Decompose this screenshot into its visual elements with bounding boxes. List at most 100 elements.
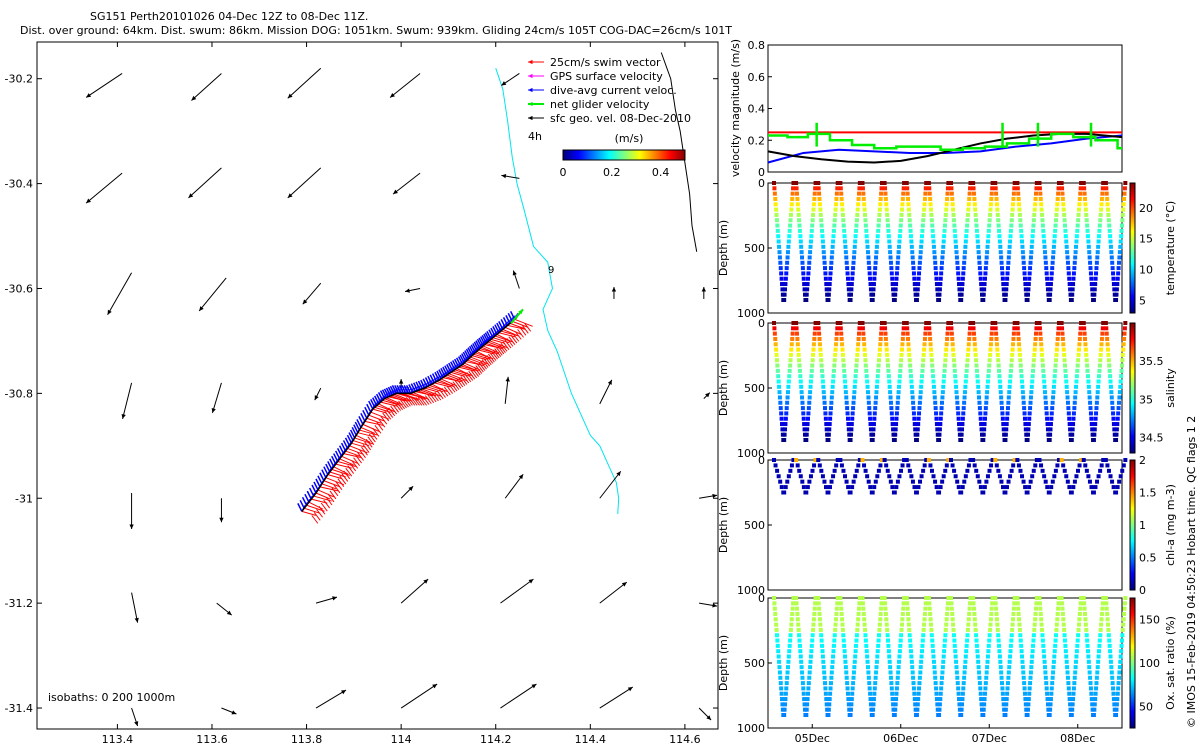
salinity-sample: [1051, 384, 1056, 389]
salinity-colorbar-swatch: [1130, 397, 1135, 399]
salinity-sample: [965, 358, 970, 363]
oxygen-sample: [933, 681, 938, 686]
oxygen-colorbar-swatch: [1130, 696, 1135, 698]
salinity-sample: [1085, 374, 1090, 379]
temperature-sample: [796, 207, 801, 212]
salinity-sample: [794, 321, 799, 325]
salinity-sample: [982, 422, 987, 427]
temperature-sample: [955, 266, 960, 271]
oxygen-sample: [818, 622, 823, 627]
chl-sample: [956, 485, 961, 490]
temperature-sample: [896, 250, 901, 255]
temperature-sample: [988, 212, 993, 217]
swim-vector: [489, 340, 508, 349]
oxygen-sample: [919, 654, 924, 659]
salinity-sample: [861, 331, 866, 336]
oxygen-sample: [990, 601, 995, 606]
oxygen-sample: [785, 675, 790, 680]
oxygen-sample: [802, 697, 807, 702]
salinity-sample: [896, 390, 901, 395]
swim-vector: [317, 489, 335, 498]
oxygen-sample: [926, 596, 931, 600]
salinity-sample: [1034, 326, 1039, 331]
oxygen-sample: [876, 643, 881, 648]
oxygen-sample: [966, 617, 971, 622]
salinity-sample: [851, 406, 856, 411]
salinity-sample: [797, 368, 802, 373]
salinity-sample: [1097, 363, 1102, 368]
oxygen-colorbar-swatch: [1130, 720, 1135, 722]
salinity-colorbar-swatch: [1130, 349, 1135, 351]
oxygen-sample: [906, 622, 911, 627]
temperature-sample: [894, 271, 899, 276]
oxygen-sample: [986, 649, 991, 654]
salinity-sample: [931, 379, 936, 384]
temperature-sample: [865, 250, 870, 255]
oxygen-sample: [1087, 670, 1092, 675]
swim-vector: [319, 486, 339, 492]
salinity-colorbar-swatch: [1130, 373, 1135, 375]
temperature-sample: [1083, 202, 1088, 207]
oxygen-sample: [1023, 702, 1028, 707]
oxygen-sample: [776, 649, 781, 654]
salinity-colorbar-swatch: [1130, 327, 1135, 329]
temperature-sample: [1093, 282, 1098, 287]
salinity-colorbar-swatch: [1130, 343, 1135, 345]
salinity-profiles: [772, 321, 1128, 442]
chl-colorbar-swatch: [1130, 498, 1135, 500]
temperature-sample: [1049, 276, 1054, 281]
dac-vector: [370, 399, 376, 408]
colorbar-swatch: [590, 150, 592, 160]
dac-vector: [494, 324, 500, 334]
salinity-sample: [940, 400, 945, 405]
temperature-sample: [780, 287, 785, 292]
dac-vector: [498, 321, 504, 330]
colorbar-swatch: [615, 150, 617, 160]
temperature-sample: [777, 255, 782, 260]
swim-vector: [464, 362, 481, 371]
chl-colorbar-swatch: [1130, 588, 1135, 590]
oxygen-sample: [1089, 691, 1094, 696]
oxygen-sample: [1082, 601, 1087, 606]
salinity-sample: [807, 400, 812, 405]
oxygen-sample: [1120, 627, 1125, 632]
salinity-sample: [1020, 379, 1025, 384]
chl-sample: [783, 485, 788, 490]
salinity-sample: [1020, 384, 1025, 389]
oxygen-sample: [1121, 622, 1126, 627]
sfc-vector-head: [211, 407, 216, 413]
salinity-sample: [984, 395, 989, 400]
temperature-sample: [886, 228, 891, 233]
temperature-sample: [977, 255, 982, 260]
salinity-sample: [1008, 368, 1013, 373]
temperature-sample: [860, 186, 865, 191]
temperature-sample: [963, 239, 968, 244]
oxygen-sample: [778, 675, 783, 680]
temperature-colorbar-swatch: [1130, 288, 1135, 290]
oxygen-sample: [1047, 713, 1052, 717]
temperature-sample: [959, 292, 964, 297]
oxygen-sample: [974, 633, 979, 638]
salinity-sample: [939, 411, 944, 416]
temperature-sample: [1085, 228, 1090, 233]
salinity-colorbar-swatch: [1130, 401, 1135, 403]
salinity-sample: [924, 321, 929, 325]
salinity-sample: [845, 411, 850, 416]
oxygen-sample: [983, 686, 988, 691]
chl-colorbar-swatch: [1130, 563, 1135, 565]
oxygen-sample: [796, 622, 801, 627]
temperature-sample: [900, 196, 905, 201]
oxygen-sample: [819, 638, 824, 643]
salinity-sample: [806, 406, 811, 411]
temperature-sample: [945, 196, 950, 201]
salinity-sample: [1090, 427, 1095, 432]
colorbar-swatch: [599, 150, 601, 160]
swim-vector: [413, 397, 420, 406]
salinity-sample: [779, 416, 784, 421]
salinity-sample: [883, 331, 888, 336]
temperature-colorbar-label: temperature (°C): [1164, 201, 1177, 295]
salinity-sample: [905, 326, 910, 331]
temperature-sample: [778, 260, 783, 265]
salinity-sample: [987, 358, 992, 363]
salinity-sample: [966, 347, 971, 352]
